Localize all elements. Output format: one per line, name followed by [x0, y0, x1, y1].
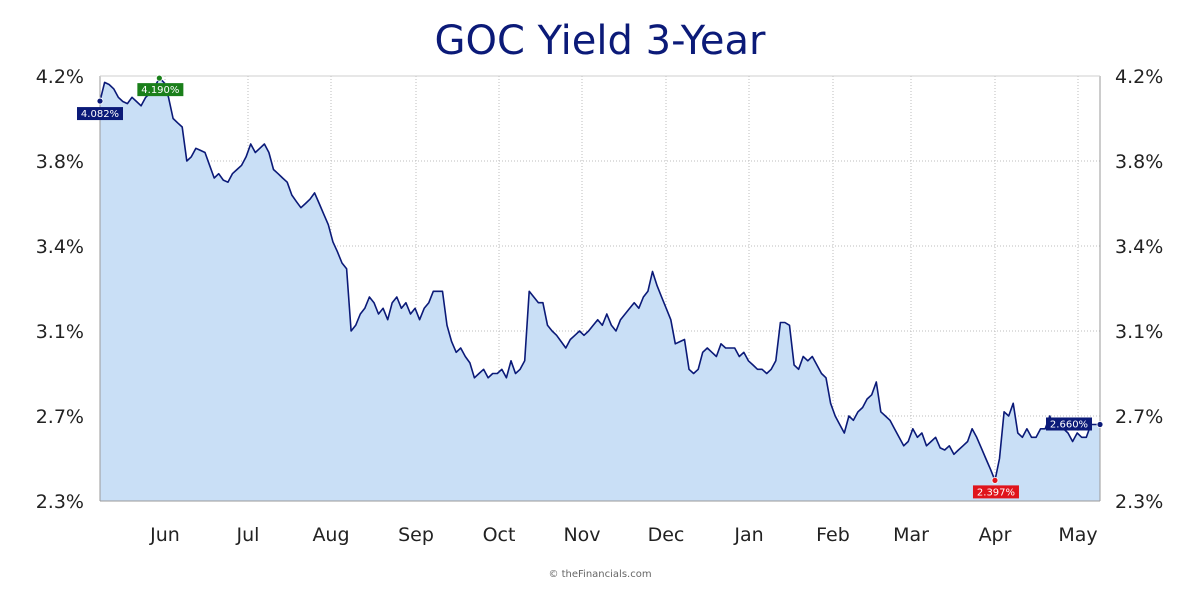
- label-last: 2.660%: [1050, 420, 1088, 431]
- y-tick-label-right: 2.7%: [1115, 406, 1163, 428]
- y-tick-label-left: 4.2%: [36, 66, 84, 88]
- y-tick-label-left: 3.8%: [36, 151, 84, 173]
- label-box-start: [77, 107, 123, 121]
- y-tick-label-left: 3.4%: [36, 236, 84, 258]
- plot-frame: [99, 75, 1101, 502]
- x-tick-label: Nov: [563, 524, 600, 546]
- x-tick-label: Jul: [236, 524, 260, 546]
- annotations: 4.082% 4.190% 2.397% 2.660%: [77, 74, 1104, 499]
- y-tick-label-right: 2.3%: [1115, 491, 1163, 513]
- area-layer: [99, 77, 1100, 501]
- y-tick-label-right: 3.1%: [1115, 321, 1163, 343]
- label-box-low: [972, 485, 1019, 499]
- label-low: 2.397%: [977, 487, 1015, 498]
- y-tick-label-right: 4.2%: [1115, 66, 1163, 88]
- y-tick-label-left: 2.7%: [36, 406, 84, 428]
- x-tick-label: Mar: [893, 524, 929, 546]
- x-tick-label: Feb: [816, 524, 850, 546]
- x-tick-label: Dec: [648, 524, 685, 546]
- label-high: 4.190%: [141, 85, 179, 96]
- series-line: [99, 77, 1100, 482]
- x-tick-label: Jan: [733, 524, 763, 546]
- x-tick-label: Apr: [979, 524, 1012, 546]
- marker-start: [96, 97, 104, 105]
- marker-low: [991, 476, 999, 484]
- x-tick-label: Jun: [149, 524, 180, 546]
- series-area: [100, 78, 1100, 501]
- axis-labels: 2.3% 2.3% 2.7% 2.7% 3.1% 3.1% 3.4% 3.4% 3.8% 3.8%…: [36, 66, 1164, 546]
- footer-credit: © theFinancials.com: [548, 569, 652, 580]
- x-tick-label: Sep: [398, 524, 434, 546]
- label-box-last: [1046, 417, 1092, 431]
- x-tick-label: Oct: [483, 524, 516, 546]
- y-tick-label-left: 2.3%: [36, 491, 84, 513]
- label-box-high: [137, 83, 184, 97]
- marker-high: [155, 74, 163, 82]
- label-start: 4.082%: [81, 109, 119, 120]
- y-tick-label-right: 3.8%: [1115, 151, 1163, 173]
- x-tick-label: Aug: [312, 524, 349, 546]
- y-tick-label-right: 3.4%: [1115, 236, 1163, 258]
- x-tick-label: May: [1058, 524, 1097, 546]
- marker-last: [1096, 421, 1104, 428]
- chart-title: GOC Yield 3-Year: [434, 18, 766, 64]
- y-tick-label-left: 3.1%: [36, 321, 84, 343]
